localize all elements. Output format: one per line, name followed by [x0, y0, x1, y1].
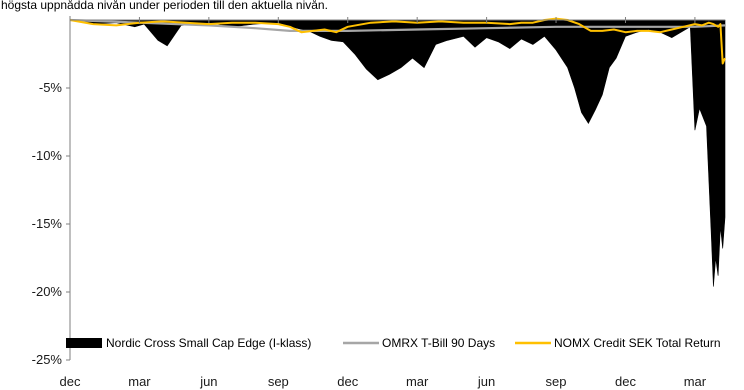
legend-swatch-nordic-cross — [66, 338, 102, 348]
y-tick-label: -5% — [39, 80, 63, 95]
x-tick-label: sep — [268, 374, 289, 389]
axes — [66, 16, 725, 361]
y-tick-label: -10% — [32, 148, 63, 163]
series-line-omrx — [69, 18, 726, 32]
x-tick-label: mar — [128, 374, 151, 389]
x-tick-label: jun — [477, 374, 495, 389]
x-tick-label: mar — [406, 374, 429, 389]
y-tick-label: -25% — [32, 352, 63, 367]
series-area-nordic-cross — [69, 19, 726, 287]
y-tick-label: -20% — [32, 284, 63, 299]
x-tick-label: jun — [199, 374, 217, 389]
legend-label: Nordic Cross Small Cap Edge (I-klass) — [106, 336, 311, 350]
y-tick-label: -15% — [32, 216, 63, 231]
x-tick-label: dec — [60, 374, 81, 389]
series-line-nomx — [69, 17, 726, 65]
x-tick-label: dec — [615, 374, 636, 389]
x-tick-label: sep — [546, 374, 567, 389]
legend-label: NOMX Credit SEK Total Return — [554, 336, 721, 350]
legend: Nordic Cross Small Cap Edge (I-klass) OMR… — [66, 336, 721, 350]
plot-area — [69, 17, 726, 287]
tick-labels: -5% -10% -15% -20% -25% dec mar jun sep dec mar jun… — [32, 80, 707, 389]
x-tick-label: dec — [337, 374, 358, 389]
chart-subtitle: högsta uppnådda nivån under perioden til… — [1, 0, 328, 12]
legend-label: OMRX T-Bill 90 Days — [382, 336, 495, 350]
x-tick-label: mar — [684, 374, 707, 389]
